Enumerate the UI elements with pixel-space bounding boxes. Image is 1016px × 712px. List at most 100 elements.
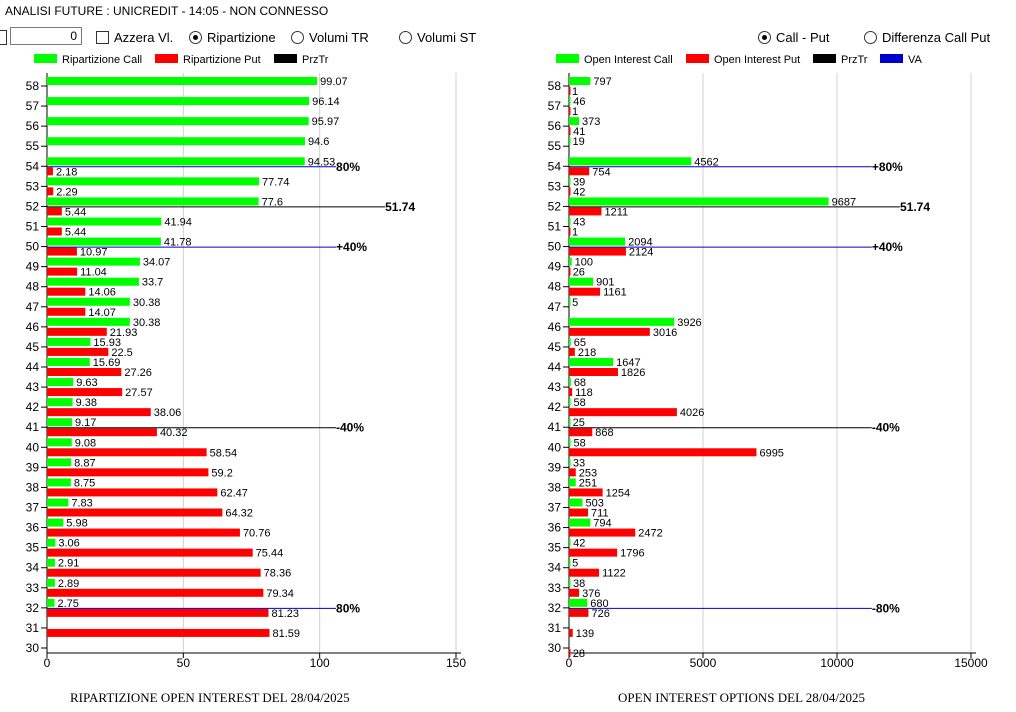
put-data-label: 41: [573, 126, 585, 138]
legend-label: Open Interest Put: [714, 54, 800, 66]
call-data-label: 77.6: [262, 196, 283, 208]
call-bar: [569, 117, 579, 126]
number-input[interactable]: 0: [10, 27, 82, 45]
call-put-radio[interactable]: Call - Put: [758, 30, 829, 45]
reference-line-label: 80%: [336, 160, 360, 174]
put-data-label: 6995: [759, 447, 783, 459]
call-data-label: 100: [575, 257, 593, 269]
call-data-label: 2.89: [58, 578, 79, 590]
call-bar: [569, 217, 571, 226]
window-title: ANALISI FUTURE : UNICREDIT - 14:05 - NON…: [5, 4, 329, 18]
legend-swatch: [274, 54, 297, 63]
radio-icon: [291, 31, 304, 44]
y-tick-label: 41: [26, 420, 40, 434]
put-data-label: 1796: [620, 548, 644, 560]
put-bar: [47, 327, 107, 336]
put-data-label: 79.34: [266, 588, 294, 600]
x-tick-label: 50: [177, 656, 191, 670]
y-tick-label: 36: [26, 521, 40, 535]
put-data-label: 2472: [638, 528, 662, 540]
call-data-label: 94.6: [308, 136, 329, 148]
call-bar: [47, 157, 305, 166]
call-data-label: 15.69: [93, 357, 121, 369]
put-bar: [569, 87, 571, 95]
put-data-label: 754: [592, 166, 610, 178]
y-tick-label: 32: [548, 601, 562, 615]
put-data-label: 14.06: [88, 287, 116, 299]
put-bar: [569, 548, 618, 557]
partial-checkbox[interactable]: [0, 30, 7, 45]
put-bar: [47, 628, 270, 637]
volumi-tr-radio[interactable]: Volumi TR: [291, 30, 369, 45]
put-data-label: 22.5: [111, 347, 132, 359]
y-tick-label: 33: [548, 581, 562, 595]
call-bar: [47, 518, 64, 527]
legend-label: Ripartizione Put: [183, 54, 261, 66]
call-data-label: 41.94: [164, 217, 192, 229]
y-tick-label: 56: [548, 119, 562, 133]
call-data-label: 65: [574, 337, 586, 349]
put-bar: [47, 267, 78, 276]
call-bar: [569, 177, 571, 186]
call-data-label: 58: [574, 437, 586, 449]
call-data-label: 8.75: [74, 477, 95, 489]
call-bar: [569, 237, 626, 246]
call-bar: [569, 538, 571, 547]
put-bar: [47, 428, 157, 437]
y-tick-label: 49: [548, 260, 562, 274]
volumi-st-radio[interactable]: Volumi ST: [399, 30, 476, 45]
y-tick-label: 37: [548, 501, 562, 515]
call-data-label: 794: [593, 518, 611, 530]
put-bar: [569, 287, 601, 296]
call-put-label: Call - Put: [776, 30, 830, 45]
reference-line-label: -40%: [336, 421, 364, 435]
put-bar: [47, 307, 86, 316]
call-bar: [569, 398, 571, 407]
call-data-label: 8.87: [74, 457, 95, 469]
y-tick-label: 48: [548, 280, 562, 294]
call-bar: [47, 117, 309, 126]
y-tick-label: 34: [26, 561, 40, 575]
differenza-radio[interactable]: Differenza Call Put: [864, 30, 990, 45]
call-bar: [569, 77, 591, 85]
put-data-label: 253: [579, 467, 597, 479]
ripartizione-radio[interactable]: Ripartizione: [189, 30, 276, 45]
y-tick-label: 34: [548, 561, 562, 575]
reference-line-label: +40%: [336, 240, 367, 254]
y-tick-label: 44: [26, 360, 40, 374]
y-tick-label: 46: [548, 320, 562, 334]
legend-label: Open Interest Call: [584, 54, 673, 66]
put-bar: [47, 488, 218, 497]
call-data-label: 95.97: [312, 116, 340, 128]
y-tick-label: 53: [26, 179, 40, 193]
y-tick-label: 55: [26, 139, 40, 153]
put-data-label: 78.36: [264, 568, 292, 580]
y-tick-label: 48: [26, 280, 40, 294]
put-data-label: 3016: [653, 327, 677, 339]
put-data-label: 58.54: [210, 447, 238, 459]
call-bar: [47, 77, 318, 85]
call-data-label: 43: [573, 217, 585, 229]
call-bar: [47, 97, 310, 106]
azzera-checkbox[interactable]: Azzera Vl.: [96, 30, 173, 45]
put-data-label: 27.26: [124, 367, 152, 379]
legend-label: PrzTr: [841, 54, 868, 66]
y-tick-label: 54: [548, 159, 562, 173]
call-bar: [569, 358, 614, 366]
call-data-label: 373: [582, 116, 600, 128]
put-bar: [569, 408, 677, 417]
y-tick-label: 43: [26, 380, 40, 394]
y-tick-label: 30: [548, 641, 562, 655]
call-data-label: 77.74: [262, 176, 290, 188]
y-tick-label: 57: [548, 99, 562, 113]
put-data-label: 70.76: [243, 528, 271, 540]
call-bar: [569, 478, 576, 487]
y-tick-label: 37: [26, 501, 40, 515]
reference-line-label: -80%: [872, 601, 900, 615]
put-data-label: 1211: [604, 206, 628, 218]
put-data-label: 118: [575, 387, 593, 399]
put-data-label: 38.06: [154, 407, 182, 419]
put-bar: [47, 608, 269, 617]
y-tick-label: 40: [548, 440, 562, 454]
call-data-label: 58: [574, 397, 586, 409]
